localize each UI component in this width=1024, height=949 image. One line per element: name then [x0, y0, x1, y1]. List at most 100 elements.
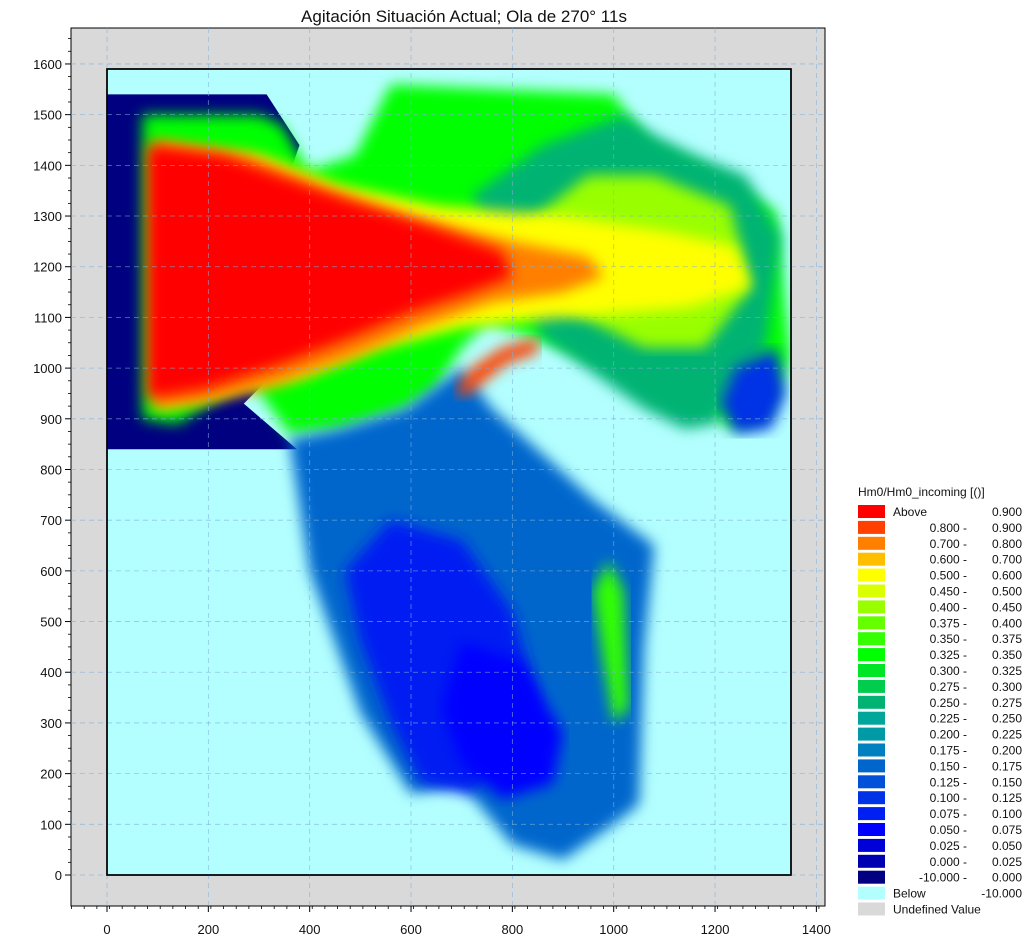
legend-swatch: [858, 520, 885, 534]
legend-entry-high: 0.350: [992, 648, 1022, 662]
legend-entry-low: Below: [893, 887, 926, 901]
legend-entry-high: 0.300: [992, 680, 1022, 694]
legend-swatch: [858, 632, 885, 646]
legend-entry-low: 0.350 -: [930, 632, 967, 646]
legend-entry-high: 0.375: [992, 632, 1022, 646]
legend-entry-high: 0.075: [992, 823, 1022, 837]
region-deep-inner-basin: [441, 641, 563, 799]
legend-swatch: [858, 552, 885, 566]
legend-entry-low: 0.050 -: [930, 823, 967, 837]
x-tick-label: 400: [299, 922, 321, 937]
legend-entry-low: 0.375 -: [930, 616, 967, 630]
legend-entry-low: 0.075 -: [930, 807, 967, 821]
legend-swatch: [858, 679, 885, 693]
legend-entry-low: 0.175 -: [930, 744, 967, 758]
legend-entry-high: 0.025: [992, 855, 1022, 869]
y-tick-label: 1200: [33, 260, 62, 275]
legend-entry-low: 0.600 -: [930, 553, 967, 567]
chart-title: Agitación Situación Actual; Ola de 270° …: [301, 7, 627, 26]
x-tick-label: 800: [502, 922, 524, 937]
model-domain-border: [106, 68, 792, 876]
legend-entry-high: 0.200: [992, 744, 1022, 758]
agitation-regions: [107, 84, 791, 860]
legend-entry-high: -10.000: [981, 887, 1022, 901]
region-east-harbor-pocket: [720, 347, 786, 434]
legend-entry-low: 0.150 -: [930, 759, 967, 773]
legend-entry-low: 0.700 -: [930, 537, 967, 551]
legend-entry-high: 0.900: [992, 521, 1022, 535]
legend-entry-low: 0.250 -: [930, 696, 967, 710]
legend: Hm0/Hm0_incoming [()] Above 0.900 0.800 - 0…: [858, 485, 1022, 917]
y-tick-label: 600: [40, 564, 62, 579]
legend-swatch: [858, 791, 885, 805]
axes: 0 200 400 600 800 1000 1200 1400 0 100 200 300 400 50…: [33, 38, 831, 937]
legend-entry-low: 0.800 -: [930, 521, 967, 535]
y-tick-label: 1100: [34, 310, 62, 325]
region-channel-red: [147, 145, 513, 399]
y-tick-label: 1300: [33, 209, 62, 224]
legend-swatch: [858, 838, 885, 852]
legend-title: Hm0/Hm0_incoming [()]: [858, 485, 985, 499]
legend-entry-high: 0.050: [992, 839, 1022, 853]
legend-entry-low: 0.300 -: [930, 664, 967, 678]
legend-swatch: [858, 854, 885, 868]
legend-swatch: [858, 823, 885, 836]
x-tick-label: 1000: [599, 922, 628, 937]
x-tick-label: 200: [197, 922, 219, 937]
x-tick-label: 1400: [802, 922, 831, 937]
y-tick-label: 300: [40, 716, 62, 731]
legend-swatch: [858, 584, 885, 598]
legend-swatch: [858, 727, 885, 741]
region-inner-basin-lane: [593, 560, 629, 723]
legend-swatch: [858, 568, 885, 582]
legend-entry-high: 0.125: [992, 791, 1022, 805]
x-tick-label: 1200: [701, 922, 730, 937]
legend-swatch: [858, 870, 885, 884]
legend-entry-high: 0.600: [992, 569, 1022, 583]
legend-entry-low: 0.025 -: [930, 839, 967, 853]
legend-entry-high: 0.225: [992, 728, 1022, 742]
legend-swatch: [858, 536, 885, 550]
x-tick-label: 0: [103, 922, 110, 937]
y-tick-label: 1400: [33, 158, 62, 173]
legend-swatch: [858, 807, 885, 821]
legend-entry-label: Undefined Value: [893, 903, 981, 917]
legend-entry-high: 0.500: [992, 585, 1022, 599]
legend-entry-high: 0.175: [992, 759, 1022, 773]
y-tick-label: 200: [40, 767, 62, 782]
legend-entry-low: 0.225 -: [930, 712, 967, 726]
legend-entry-low: 0.200 -: [930, 728, 967, 742]
legend-entry-low: 0.400 -: [930, 600, 967, 614]
legend-swatch: [858, 775, 885, 789]
legend-entry-low: 0.450 -: [930, 585, 967, 599]
legend-entry-high: 0.800: [992, 537, 1022, 551]
y-tick-label: 0: [55, 868, 62, 883]
legend-swatch: [858, 886, 885, 900]
y-tick-label: 1500: [33, 108, 62, 123]
legend-entry-high: 0.900: [992, 505, 1022, 519]
legend-swatch: [858, 616, 885, 630]
legend-swatch: [858, 505, 885, 518]
legend-entry-high: 0.400: [992, 616, 1022, 630]
legend-entry-low: 0.275 -: [930, 680, 967, 694]
legend-entry-low: -10.000 -: [919, 871, 967, 885]
legend-entry-high: 0.700: [992, 553, 1022, 567]
legend-swatch: [858, 711, 885, 725]
legend-entry-high: 0.100: [992, 807, 1022, 821]
legend-entry-high: 0.250: [992, 712, 1022, 726]
y-tick-label: 1600: [33, 57, 62, 72]
legend-entry-high: 0.275: [992, 696, 1022, 710]
legend-entry-low: 0.100 -: [930, 791, 967, 805]
legend-swatch: [858, 902, 885, 916]
y-tick-label: 1000: [33, 361, 62, 376]
legend-entry-low: 0.500 -: [930, 569, 967, 583]
x-tick-label: 600: [400, 922, 422, 937]
legend-entry-low: 0.125 -: [930, 775, 967, 789]
legend-entry-low: 0.000 -: [930, 855, 967, 869]
legend-entry-low: Above: [893, 505, 927, 519]
legend-swatch: [858, 648, 885, 662]
legend-swatch: [858, 759, 885, 773]
legend-entry-low: 0.325 -: [930, 648, 967, 662]
legend-swatch: [858, 600, 885, 614]
